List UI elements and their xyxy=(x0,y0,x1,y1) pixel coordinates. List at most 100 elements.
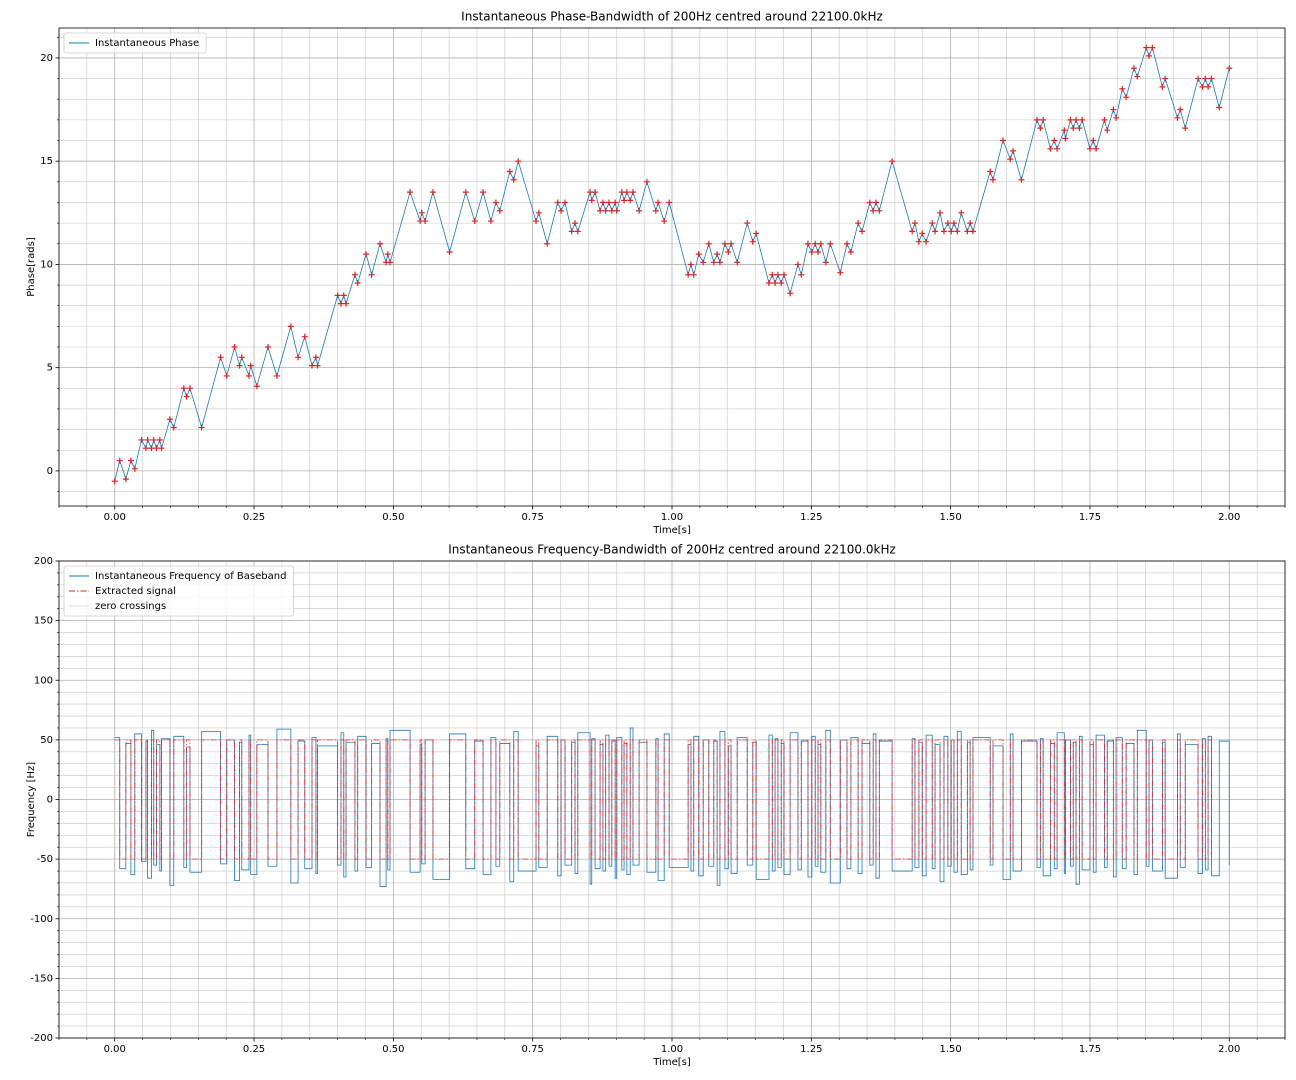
marker xyxy=(629,189,636,196)
marker xyxy=(1226,65,1233,72)
y-tick-label: -100 xyxy=(30,914,53,925)
marker xyxy=(287,323,294,330)
marker xyxy=(876,207,883,214)
marker xyxy=(334,292,341,299)
x-tick-label: 1.50 xyxy=(940,512,962,523)
marker xyxy=(1104,127,1111,134)
marker xyxy=(837,269,844,276)
marker xyxy=(716,259,723,266)
legend: Instantaneous Frequency of Baseband Extra… xyxy=(63,565,294,617)
marker xyxy=(544,240,551,247)
marker xyxy=(843,240,850,247)
marker xyxy=(866,199,873,206)
marker xyxy=(787,290,794,297)
legend-box xyxy=(63,32,207,54)
marker xyxy=(148,445,155,452)
legend-box xyxy=(63,565,294,617)
marker xyxy=(1000,137,1007,144)
marker xyxy=(1143,44,1150,51)
marker xyxy=(387,259,394,266)
marker xyxy=(655,199,662,206)
marker xyxy=(744,220,751,227)
marker xyxy=(363,251,370,258)
marker xyxy=(870,207,877,214)
marker xyxy=(342,300,349,307)
axes: 0.00 0.25 0.50 0.75 1.00 1.25 1.50 1.75 2.00 0 5 10… xyxy=(26,10,1286,536)
marker xyxy=(592,189,599,196)
marker xyxy=(661,218,668,225)
x-tick-label: 1.00 xyxy=(661,1044,683,1055)
marker xyxy=(700,259,707,266)
marker xyxy=(781,271,788,278)
marker xyxy=(1199,83,1206,90)
marker xyxy=(714,251,721,258)
marker xyxy=(572,220,579,227)
marker xyxy=(687,261,694,268)
x-tick-label: 1.00 xyxy=(661,512,683,523)
marker xyxy=(487,218,494,225)
marker xyxy=(623,189,630,196)
marker xyxy=(535,209,542,216)
marker xyxy=(911,220,918,227)
marker xyxy=(944,220,951,227)
y-tick-label: 100 xyxy=(34,675,53,686)
marker xyxy=(471,218,478,225)
marker xyxy=(753,230,760,237)
marker xyxy=(643,178,650,185)
marker xyxy=(923,238,930,245)
marker xyxy=(919,230,926,237)
marker xyxy=(618,189,625,196)
marker xyxy=(492,199,499,206)
marker xyxy=(1146,52,1153,59)
marker xyxy=(246,372,253,379)
marker xyxy=(1040,116,1047,123)
marker xyxy=(153,445,160,452)
marker xyxy=(705,240,712,247)
series-line xyxy=(114,739,1212,860)
marker xyxy=(562,199,569,206)
marker xyxy=(1076,125,1083,132)
marker xyxy=(568,228,575,235)
marker xyxy=(612,199,619,206)
x-tick-label: 1.25 xyxy=(800,1044,822,1055)
marker xyxy=(446,249,453,256)
x-tick-label: 0.50 xyxy=(382,512,404,523)
marker xyxy=(1113,114,1120,121)
marker xyxy=(1070,125,1077,132)
marker xyxy=(422,218,429,225)
marker xyxy=(354,280,361,287)
axes: 0.00 0.25 0.50 0.75 1.00 1.25 1.50 1.75 2.00 -200… xyxy=(26,543,1286,1068)
x-tick-label: 1.75 xyxy=(1079,1044,1101,1055)
marker xyxy=(554,199,561,206)
axes-frame xyxy=(58,27,1286,507)
y-tick-label: 150 xyxy=(34,616,53,627)
marker xyxy=(150,436,157,443)
marker xyxy=(685,271,692,278)
marker xyxy=(872,199,879,206)
y-tick-label: 5 xyxy=(47,363,53,374)
y-tick-label: 0 xyxy=(47,795,53,806)
marker xyxy=(368,271,375,278)
marker xyxy=(749,238,756,245)
marker xyxy=(889,158,896,165)
marker xyxy=(156,436,163,443)
marker xyxy=(827,240,834,247)
marker xyxy=(273,372,280,379)
marker xyxy=(950,220,957,227)
marker xyxy=(778,280,785,287)
marker xyxy=(710,259,717,266)
marker xyxy=(794,261,801,268)
marker xyxy=(217,354,224,361)
marker xyxy=(969,228,976,235)
marker xyxy=(1202,75,1209,82)
marker xyxy=(1134,73,1141,80)
marker xyxy=(295,354,302,361)
marker xyxy=(859,228,866,235)
x-tick-label: 0.00 xyxy=(104,1044,126,1055)
marker xyxy=(929,220,936,227)
marker xyxy=(1062,135,1069,142)
marker xyxy=(183,393,190,400)
marker xyxy=(822,259,829,266)
marker xyxy=(496,207,503,214)
